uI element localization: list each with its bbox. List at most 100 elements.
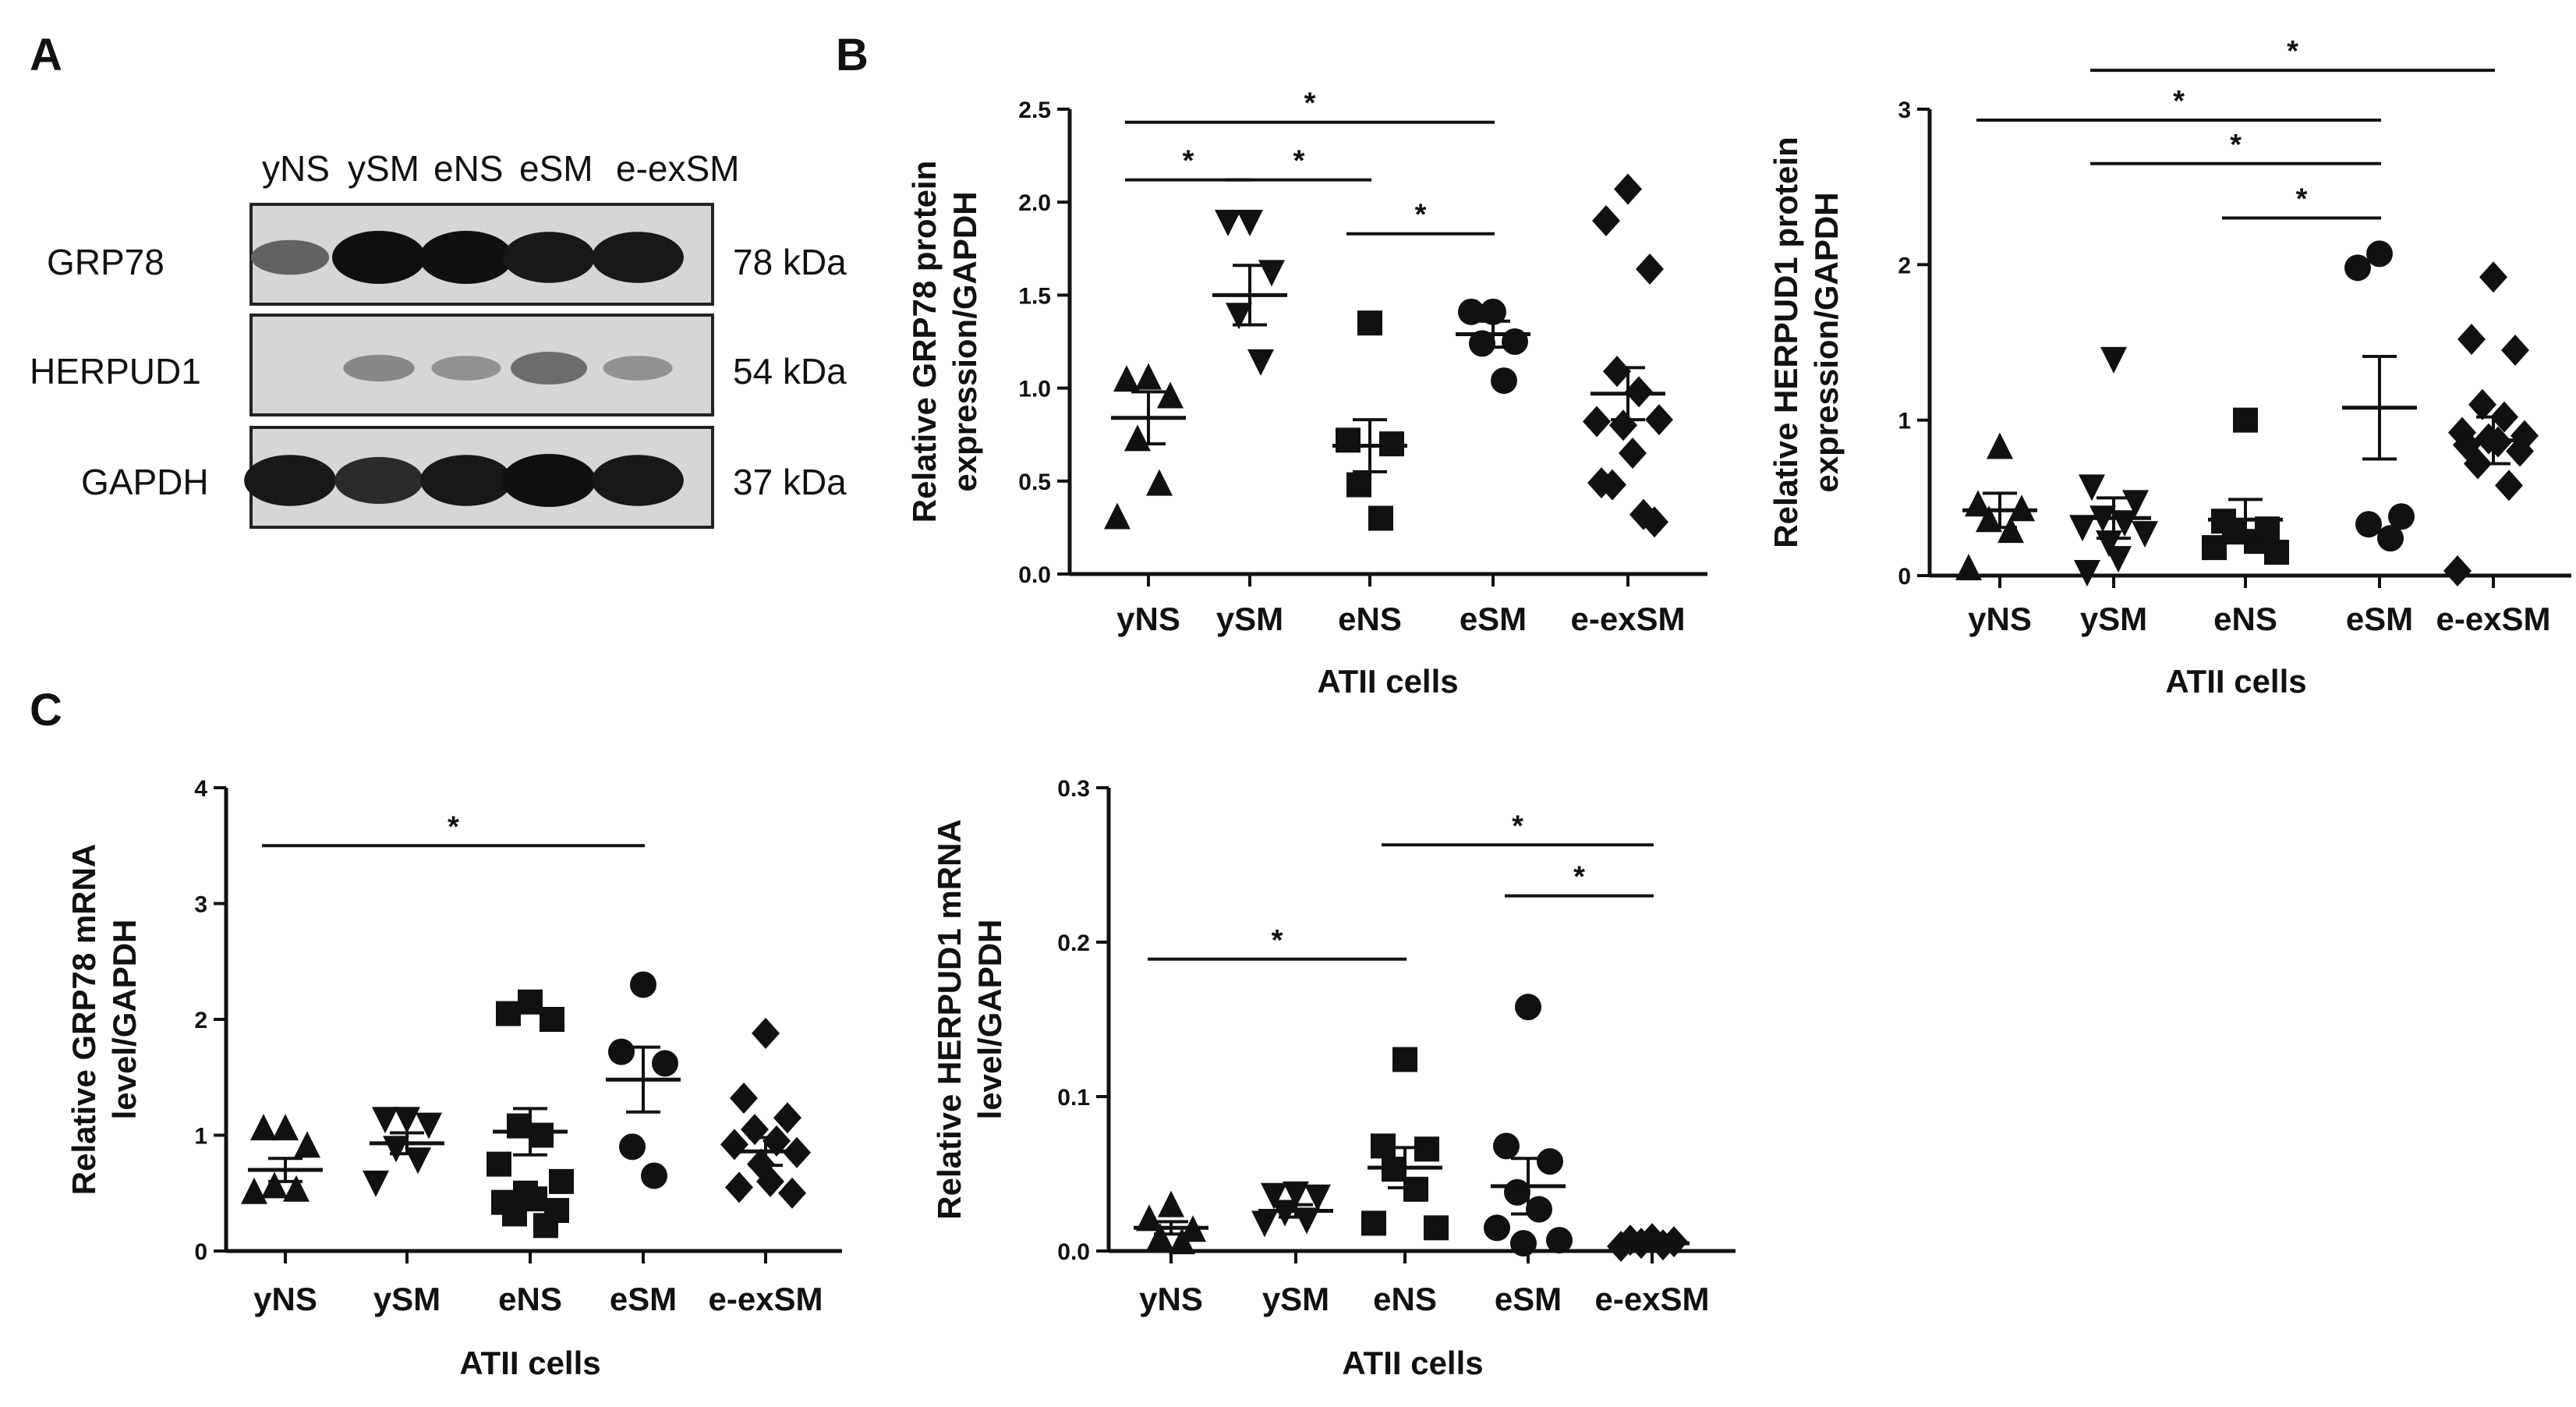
data-point-triangle-down <box>405 1147 431 1175</box>
data-point-triangle-up <box>1955 554 1982 581</box>
data-point-circle <box>1458 298 1484 325</box>
data-point-diamond <box>763 1125 791 1157</box>
data-point-triangle-up <box>2008 494 2035 522</box>
blot-band <box>332 231 426 284</box>
x-category-label: eNS <box>1373 1281 1437 1317</box>
data-point-triangle-up <box>1157 381 1184 409</box>
x-category-label: eNS <box>1338 601 1402 637</box>
data-point-square <box>540 1007 564 1032</box>
data-point-diamond <box>720 1129 748 1161</box>
data-point-circle <box>1546 1227 1573 1254</box>
y-tick-label: 0.5 <box>1018 470 1051 495</box>
data-point-triangle-up <box>1135 363 1162 390</box>
data-point-circle <box>1491 367 1517 395</box>
y-tick-label: 0.2 <box>1057 930 1090 956</box>
data-point-circle <box>1510 1230 1537 1257</box>
x-axis-title: ATII cells <box>1317 663 1458 700</box>
data-point-circle <box>2377 525 2404 552</box>
x-category-label: ySM <box>373 1281 441 1317</box>
x-category-label: eSM <box>1495 1281 1562 1317</box>
y-tick-label: 0.0 <box>1018 562 1051 588</box>
blot-band <box>431 356 501 381</box>
data-point-triangle-down <box>383 1136 409 1163</box>
lane-label-esm: eSM <box>519 148 593 189</box>
data-point-square <box>2264 540 2289 565</box>
western-blot-panel: yNS ySM eNS eSM e-exSM GRP78 HERPUD1 GAP… <box>30 148 847 529</box>
lane-label-ysm: ySM <box>348 148 419 189</box>
data-point-circle <box>1504 1178 1530 1206</box>
data-point-triangle-down <box>363 1170 389 1197</box>
x-category-label: e-exSM <box>1594 1281 1709 1317</box>
lane-label-e-exsm: e-exSM <box>616 148 739 189</box>
significance-star: * <box>1415 199 1427 232</box>
data-point-circle <box>1484 1214 1510 1242</box>
data-point-triangle-up <box>294 1131 320 1158</box>
data-point-triangle-up <box>272 1114 299 1141</box>
data-point-triangle-up <box>1997 516 2024 544</box>
data-point-diamond <box>2443 555 2472 587</box>
data-point-triangle-up <box>1113 365 1140 392</box>
data-point-triangle-down <box>1272 1200 1298 1227</box>
x-axis-title: ATII cells <box>459 1345 600 1381</box>
significance-star: * <box>1512 810 1523 842</box>
significance-star: * <box>1573 861 1585 894</box>
scatter-chart-c2: 0.0 0.1 0.2 0.3 yNS ySM eNS eSM e-exSM ATII cells… <box>931 776 1736 1381</box>
data-point-diamond <box>778 1177 806 1209</box>
blot-band <box>343 354 415 382</box>
y-tick-label: 0 <box>194 1239 207 1265</box>
y-tick-label: 1.0 <box>1018 377 1051 402</box>
data-point-triangle-up <box>1146 469 1173 496</box>
y-axis-title-line: level/GAPDH <box>106 920 143 1120</box>
y-tick-label: 4 <box>194 776 207 802</box>
y-tick-label: 0.0 <box>1057 1239 1090 1265</box>
data-point-square <box>549 1168 574 1194</box>
data-point-triangle-up <box>1147 1223 1173 1250</box>
x-category-label: e-exSM <box>1570 601 1685 637</box>
data-point-circle <box>1480 298 1506 325</box>
lane-label-ens: eNS <box>433 148 503 189</box>
data-point-circle <box>2366 240 2393 268</box>
data-point-triangle-down <box>2100 346 2127 374</box>
kda-label-grp78: 78 kDa <box>733 242 847 282</box>
significance-star: * <box>1272 924 1283 957</box>
data-point-triangle-down <box>1304 1184 1331 1211</box>
data-point-diamond <box>1619 438 1647 470</box>
data-point-triangle-up <box>241 1177 267 1204</box>
panel-letter-c: C <box>30 685 62 735</box>
y-tick-label: 2.5 <box>1018 97 1051 123</box>
blot-band <box>502 454 596 507</box>
x-category-label: ySM <box>1216 601 1283 637</box>
data-point-triangle-down <box>394 1107 420 1134</box>
data-point-square <box>533 1213 558 1239</box>
x-category-label: e-exSM <box>708 1281 823 1317</box>
significance-star: * <box>2296 183 2308 216</box>
significance-star: * <box>2287 35 2298 68</box>
data-point-square <box>529 1122 554 1148</box>
y-axis-title-line: expression/GAPDH <box>1808 192 1845 492</box>
y-axis-title-line: Relative GRP78 mRNA <box>65 844 102 1196</box>
data-point-triangle-down <box>1215 210 1241 237</box>
data-point-square <box>496 1001 521 1026</box>
data-point-triangle-down <box>372 1107 398 1134</box>
x-category-label: eNS <box>2213 601 2277 637</box>
data-point-triangle-up <box>261 1171 288 1199</box>
blot-row-label-gapdh: GAPDH <box>81 462 209 502</box>
data-point-triangle-up <box>1104 502 1131 530</box>
data-point-triangle-down <box>1251 1210 1278 1238</box>
data-point-diamond <box>1614 173 1642 205</box>
y-axis-title: Relative HERPUD1 mRNA level/GAPDH <box>931 819 1008 1219</box>
blot-band <box>592 232 684 283</box>
data-point-diamond <box>1645 404 1673 436</box>
blot-band <box>334 456 423 505</box>
significance-star: * <box>1183 145 1194 178</box>
y-tick-label: 3 <box>194 892 207 918</box>
y-tick-label: 0 <box>1898 564 1911 590</box>
y-axis-title-line: level/GAPDH <box>971 920 1008 1120</box>
data-point-triangle-down <box>1247 349 1274 376</box>
lane-label-ynS: yNS <box>262 148 330 189</box>
y-tick-label: 1 <box>194 1124 207 1150</box>
y-axis-title: Relative GRP78 mRNA level/GAPDH <box>65 844 143 1196</box>
y-tick-label: 0.1 <box>1057 1085 1090 1111</box>
data-point-diamond <box>1592 205 1620 237</box>
data-point-diamond <box>773 1102 801 1134</box>
